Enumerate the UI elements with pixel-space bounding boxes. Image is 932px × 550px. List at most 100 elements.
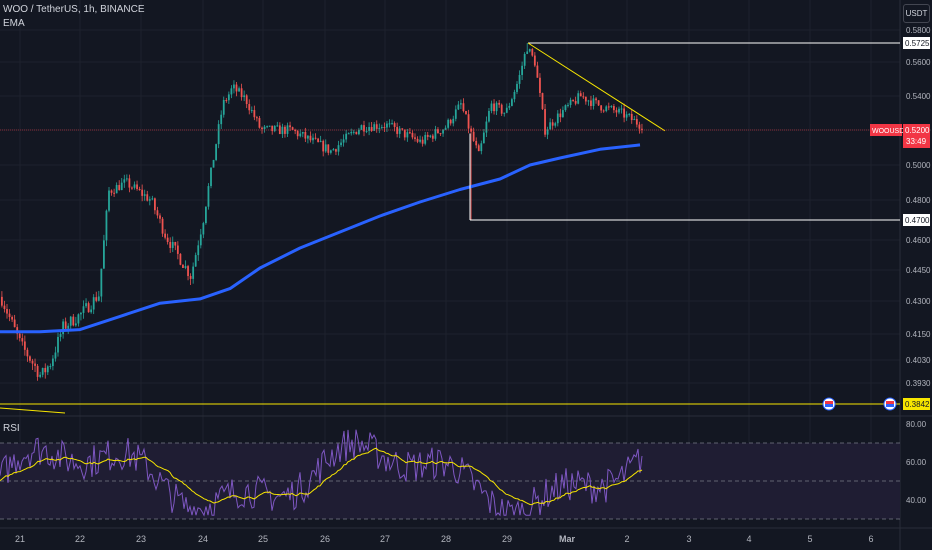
candle-body [85,303,87,307]
candle-body [470,128,472,132]
time-tick-label: 24 [198,534,208,544]
candle-body [146,194,149,201]
candle-body [182,264,184,268]
candle-body [179,253,182,265]
price-tick-label: 0.4600 [906,236,931,245]
candle-body [148,199,151,201]
candle-body [503,112,506,114]
candle-body [100,268,103,297]
rsi-pane[interactable]: 80.00 60.00 40.00 [0,415,932,520]
price-tick-label: 0.4030 [906,356,931,365]
symbol-tag-text: WOOUSDT [872,128,909,135]
candle-body [268,125,271,127]
rsi-ma-line [0,447,643,506]
candle-body [294,129,297,132]
candle-body [92,297,95,310]
candle-body [398,128,401,134]
candle-body [429,135,432,137]
candle-body [439,133,442,135]
candle-body [171,241,174,248]
candle-body [199,234,202,246]
candle-body [345,133,348,140]
candle-body [54,352,57,359]
candle-body [90,309,93,313]
currency-unit-button[interactable]: USDT [903,4,930,23]
candle-body [299,133,302,137]
candle-body [57,336,59,353]
candle-body [531,49,534,56]
event-flags[interactable] [822,397,897,411]
yellow-ray [0,407,66,414]
candle-body [263,126,266,130]
candle-body [633,119,636,121]
candle-body [462,103,465,112]
candle-body [1,296,3,306]
candle-body [238,88,240,92]
candle-body [378,127,381,129]
candle-body [207,186,210,207]
price-tick-label: 0.4150 [906,330,931,339]
indicator-legend-ema[interactable]: EMA [3,18,25,29]
candle-body [256,117,258,119]
candle-body [248,104,251,111]
candle-body [258,118,261,128]
candle-body [577,93,580,104]
candle-body [493,103,495,112]
countdown-text: 33:49 [906,137,927,146]
candle-body [370,127,373,131]
candle-body [488,110,490,122]
candle-body [49,366,52,368]
candle-body [579,93,582,97]
price-tick-label: 0.5400 [906,92,931,101]
candle-body [115,185,118,194]
candle-body [363,125,365,132]
candle-body [120,182,123,191]
current-price-box [903,124,930,148]
candle-body [628,113,631,115]
candle-body [72,316,75,326]
candle-body [421,139,424,144]
candle-body [610,106,613,108]
price-label-box [903,214,930,226]
candle-body [615,110,618,113]
time-tick-label: 6 [868,534,873,544]
candle-body [600,105,603,111]
candle-body [227,94,230,101]
candle-body [360,125,363,130]
candle-body [74,323,77,326]
candle-body [424,134,427,144]
time-tick-label: 4 [746,534,751,544]
candle-body [143,194,146,196]
candle-body [133,184,136,188]
candle-body [536,65,539,78]
candle-body [457,104,460,110]
candle-body [324,144,327,152]
candle-body [243,95,246,98]
candle-body [169,241,172,248]
candle-body [197,245,200,256]
candle-body [225,99,228,101]
symbol-tag-box [870,124,902,136]
candle-body [62,321,64,335]
candle-body [574,100,577,104]
candle-body [245,95,248,105]
candle-body [278,125,281,135]
candle-body [567,104,569,106]
candle-body [105,210,108,241]
candle-body [222,99,225,115]
time-axis[interactable]: 21 22 23 24 25 26 27 28 29 Mar 2 3 4 5 6 [0,527,932,544]
drawings[interactable] [0,42,900,414]
rsi-tick-label: 80.00 [906,420,927,429]
candle-body [521,65,523,75]
candle-body [582,96,585,98]
indicator-legend-rsi[interactable]: RSI [3,423,20,434]
candle-body [380,127,383,129]
candle-body [416,138,419,142]
candle-body [358,129,360,135]
price-label-box [903,398,930,410]
candle-body [202,223,205,235]
candle-body [273,125,276,132]
candle-body [240,88,243,98]
candle-body [125,178,128,180]
